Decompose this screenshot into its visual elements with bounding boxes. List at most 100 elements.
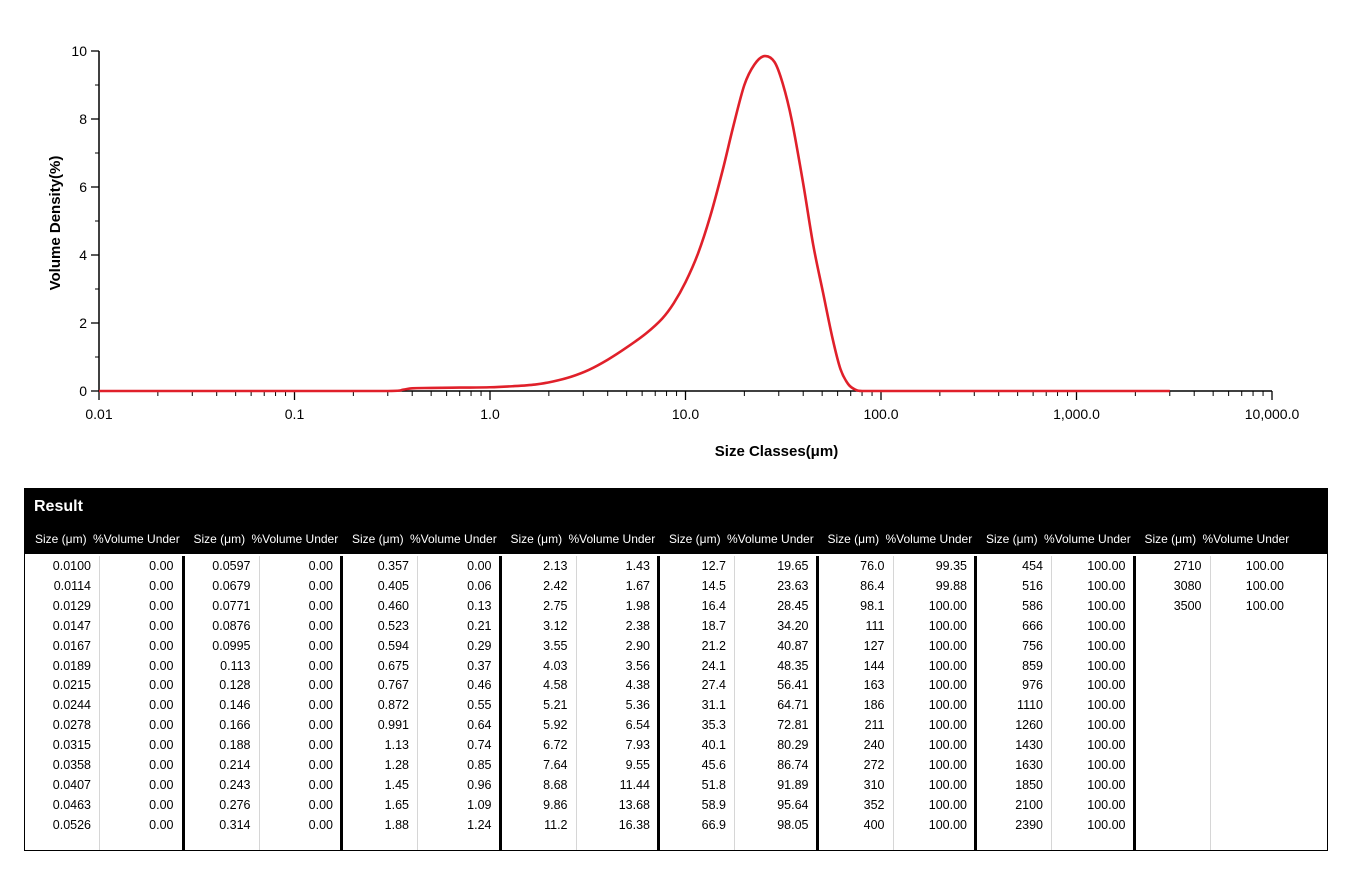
size-cell: 0.357 [377,559,409,573]
volume-cell: 0.06 [467,578,492,593]
size-cell: 2.42 [543,578,568,593]
size-cell: 27.4 [701,678,726,693]
size-cell: 0.314 [219,817,251,832]
volume-cell: 100.00 [1087,738,1126,753]
volume-cell: 0.00 [308,618,333,633]
size-cell: 5.92 [543,718,568,733]
volume-cell: 0.74 [467,738,492,753]
volume-cell: 1.98 [625,598,650,613]
x-tick-label: 0.1 [285,406,305,422]
volume-density-curve [99,54,1170,393]
volume-cell: 91.89 [777,777,809,792]
size-cell: 1430 [1015,738,1043,753]
volume-cell: 0.00 [149,578,174,593]
size-cell: 86.4 [860,578,885,593]
volume-cell: 86.74 [777,758,809,772]
volume-cell: 100.00 [1087,718,1126,733]
volume-cell: 0.37 [467,658,492,673]
size-cell: 0.0315 [52,738,91,753]
column-group: 2.13 1.43 2.42 1.67 2.75 1.98 3.12 2.38 3.55 2.90… [498,556,661,850]
size-cell: 2.13 [543,559,568,573]
volume-cell: 100.00 [928,638,967,653]
column-divider [734,556,735,850]
size-cell: 7.64 [543,758,568,772]
x-tick-label: 1,000.0 [1053,406,1100,422]
volume-cell: 28.45 [777,598,809,613]
size-cell: 2390 [1015,817,1043,832]
size-cell: 352 [863,797,885,812]
size-cell: 0.0244 [52,698,91,713]
size-cell: 1.45 [384,777,409,792]
y-tick-label: 2 [79,315,87,331]
size-cell: 0.0995 [212,638,251,653]
volume-cell: 0.46 [467,678,492,693]
size-cell: 51.8 [701,777,726,792]
volume-cell: 40.87 [777,638,809,653]
size-cell: 272 [863,758,885,772]
size-cell: 3080 [1173,578,1202,593]
column-group: 0.0100 0.00 0.0114 0.00 0.0129 0.00 0.0147 0.00… [25,556,184,850]
volume-cell: 0.00 [149,598,174,613]
y-tick-label: 0 [79,383,87,399]
size-cell: 0.0407 [52,777,91,792]
size-cell: 0.0167 [52,638,91,653]
size-cell: 2.75 [543,598,568,613]
volume-cell: 7.93 [625,738,650,753]
volume-cell: 1.67 [625,578,650,593]
size-cell: 0.594 [377,638,409,653]
size-cell: 0.166 [219,718,251,733]
volume-cell: 100.00 [928,777,967,792]
labels-layer: 0.01 0.1 1.0 10.0 100.0 1,000.0 10,000.0 0 2 4 6 8 1… [47,43,1299,460]
volume-cell: 0.21 [467,618,492,633]
volume-cell: 0.00 [149,758,174,772]
volume-cell: 9.55 [625,758,650,772]
header-group: Size (μm) %Volume Under [184,523,343,554]
size-cell: 0.0100 [52,559,91,573]
size-cell: 0.0771 [212,598,251,613]
y-tick-label: 6 [79,179,87,195]
volume-cell: 72.81 [777,718,809,733]
volume-cell: 100.00 [1087,578,1126,593]
size-cell: 2710 [1173,559,1202,573]
size-cell: 0.0358 [52,758,91,772]
volume-cell: 34.20 [777,618,809,633]
volume-cell: 100.00 [1087,559,1126,573]
size-cell: 12.7 [701,559,726,573]
column-divider [99,556,100,850]
size-cell: 756 [1022,638,1043,653]
volume-column-header: %Volume Under [251,532,339,546]
size-cell: 186 [863,698,885,713]
volume-cell: 11.44 [619,777,650,792]
axes-layer [91,50,1273,400]
volume-cell: 100.00 [1087,797,1126,812]
size-cell: 111 [865,618,885,633]
size-cell: 0.0129 [52,598,91,613]
size-cell: 0.0679 [212,578,251,593]
volume-cell: 0.00 [149,797,174,812]
volume-cell: 2.90 [625,638,650,653]
size-cell: 666 [1022,618,1043,633]
size-cell: 0.0215 [52,678,91,693]
volume-cell: 0.00 [149,738,174,753]
size-cell: 1630 [1015,758,1043,772]
volume-cell: 0.00 [308,658,333,673]
size-cell: 859 [1022,658,1043,673]
size-cell: 31.1 [701,698,726,713]
size-cell: 0.675 [377,658,409,673]
size-cell: 1.13 [384,738,409,753]
size-cell: 45.6 [701,758,726,772]
size-cell: 35.3 [701,718,726,733]
volume-cell: 100.00 [1245,598,1284,613]
size-cell: 0.0189 [52,658,91,673]
volume-cell: 100.00 [1087,618,1126,633]
volume-cell: 100.00 [928,758,967,772]
volume-cell: 5.36 [625,698,650,713]
volume-cell: 0.85 [467,758,492,772]
size-cell: 127 [863,638,885,653]
volume-cell: 99.35 [935,559,967,573]
volume-cell: 0.00 [149,817,174,832]
size-cell: 24.1 [701,658,726,673]
volume-cell: 100.00 [1087,638,1126,653]
size-column-header: Size (μm) [35,532,87,546]
size-cell: 0.243 [219,777,251,792]
